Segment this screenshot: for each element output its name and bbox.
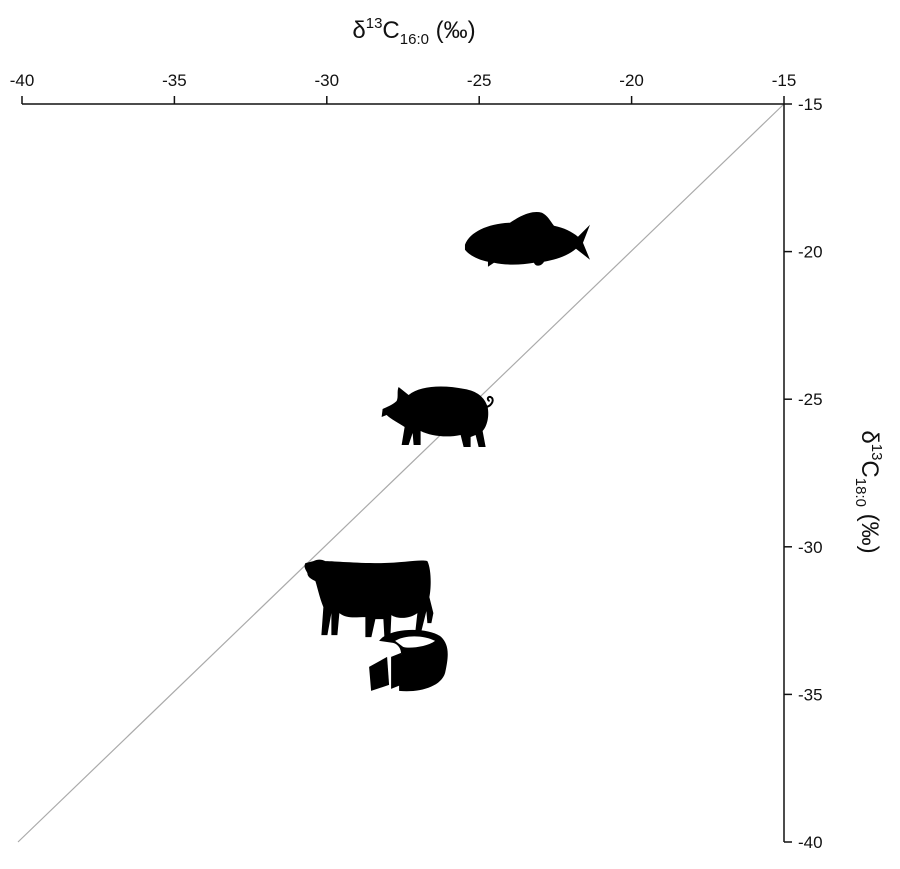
x-tick-label: -40 [10,71,35,90]
x-tick-label: -20 [619,71,644,90]
x-axis: -40 -35 -30 -25 -20 -15 [10,71,797,105]
cow-icon [304,559,434,638]
y-tick-label: -15 [798,95,823,114]
x-tick-label: -15 [772,71,797,90]
y-tick-label: -30 [798,538,823,557]
reference-line [17,103,785,843]
fish-icon [464,212,590,267]
y-tick-label: -25 [798,390,823,409]
y-axis-title: δ13C18:0 (‰) [852,430,885,553]
x-tick-label: -35 [162,71,187,90]
pig-icon [381,386,494,448]
data-points [304,212,590,692]
y-tick-label: -40 [798,833,823,852]
x-tick-label: -25 [467,71,492,90]
y-axis: -15 -20 -25 -30 -35 -40 [783,95,823,852]
x-tick-label: -30 [315,71,340,90]
x-axis-title: δ13C16:0 (‰) [352,15,475,48]
cheese-icon [369,629,448,692]
y-tick-label: -35 [798,685,823,704]
y-tick-label: -20 [798,243,823,262]
